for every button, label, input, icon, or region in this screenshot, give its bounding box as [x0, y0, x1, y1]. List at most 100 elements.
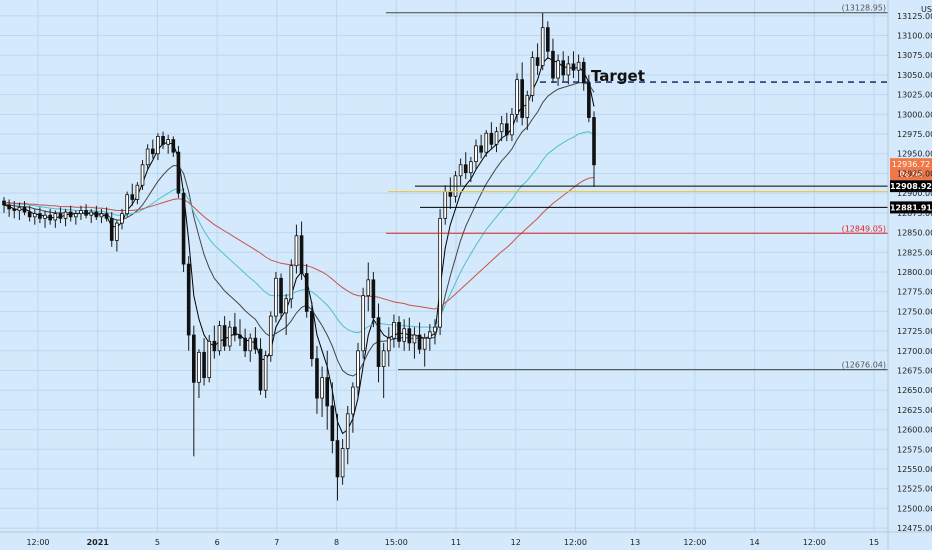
- candle-body: [253, 337, 258, 350]
- candle-body: [443, 191, 448, 219]
- candle-body: [74, 213, 78, 218]
- candle-body: [109, 217, 114, 241]
- y-tick-label: 13125.00: [897, 12, 932, 21]
- candle: [27, 205, 32, 222]
- candle-body: [566, 63, 571, 76]
- candle: [330, 382, 335, 454]
- candle-body: [335, 440, 340, 478]
- level-label: (12849.05): [842, 224, 886, 233]
- candle-body: [284, 298, 288, 314]
- candle: [120, 208, 124, 230]
- candle-body: [474, 145, 478, 163]
- time-axis[interactable]: 12:00 2021 5 6 7 8 15:00 11 12 12:00 13 12:00 14 12:0…: [0, 531, 932, 547]
- candle: [361, 287, 365, 359]
- candle-body: [515, 79, 519, 115]
- candle-body: [140, 164, 145, 186]
- candle-body: [371, 279, 376, 319]
- candle: [130, 183, 135, 206]
- candle: [381, 342, 386, 399]
- candle: [94, 205, 99, 220]
- candle-body: [540, 27, 545, 66]
- candle-body: [227, 326, 232, 347]
- price-levels: (13128.95) 12908.92 12881.91 (12849.05) (126…: [386, 4, 932, 371]
- candle-body: [592, 117, 596, 166]
- candle-body: [310, 310, 314, 360]
- candle: [463, 152, 468, 179]
- candle: [356, 342, 360, 399]
- candle-body: [233, 326, 237, 336]
- candle: [161, 131, 165, 150]
- candle-body: [530, 57, 535, 96]
- y-tick-label: 12500.00: [897, 504, 932, 513]
- candle: [433, 319, 437, 345]
- level-label: (13128.95): [842, 4, 886, 13]
- candle-body: [130, 194, 135, 200]
- candle-body: [345, 413, 350, 449]
- candle-body: [433, 326, 437, 333]
- candle: [310, 301, 314, 367]
- y-tick-label: 12775.00: [897, 288, 932, 297]
- last-price-text: 12936.72: [892, 160, 930, 169]
- candle: [592, 111, 596, 187]
- candle-body: [99, 213, 104, 218]
- candle-body: [258, 348, 263, 391]
- price-axis[interactable]: USD 12475.00 12500.00 12525.00 12550.00 1257…: [887, 0, 932, 550]
- candle: [525, 90, 530, 131]
- candle: [304, 264, 309, 318]
- candle-body: [89, 211, 94, 216]
- candle: [202, 338, 206, 386]
- candles: [2, 12, 596, 501]
- x-tick-label: 15: [869, 538, 879, 547]
- candle-body: [525, 95, 530, 118]
- candle: [422, 333, 427, 367]
- candle-body: [12, 208, 17, 211]
- candle-body: [571, 63, 576, 71]
- candle: [248, 333, 253, 362]
- level-price-tag: [890, 180, 932, 193]
- candle: [192, 325, 196, 457]
- candle-body: [484, 132, 489, 153]
- candle: [99, 208, 104, 224]
- grid: [0, 0, 888, 532]
- candle-body: [263, 355, 268, 391]
- candle-body: [43, 214, 47, 219]
- candle-body: [366, 279, 371, 297]
- x-tick-label: 12:00: [803, 538, 826, 547]
- candle: [499, 115, 504, 142]
- candle: [274, 271, 278, 323]
- candle: [222, 316, 227, 351]
- candle: [53, 210, 58, 228]
- x-tick-label: 14: [749, 538, 759, 547]
- y-tick-label: 12925.00: [897, 169, 932, 178]
- candle: [181, 188, 186, 272]
- level-price-tag: [890, 201, 932, 214]
- candle-body: [268, 315, 273, 356]
- candle-body: [510, 113, 514, 136]
- x-tick-label: 12:00: [26, 538, 49, 547]
- candle: [494, 126, 499, 153]
- candle-body: [243, 337, 247, 352]
- candle-body: [68, 211, 73, 218]
- y-tick-label: 12475.00: [897, 524, 932, 533]
- candle-body: [330, 405, 335, 442]
- candle: [2, 197, 6, 213]
- y-tick-label: 12625.00: [897, 406, 932, 415]
- candle: [38, 207, 42, 224]
- candle: [22, 201, 27, 216]
- y-tick-label: 12975.00: [897, 130, 932, 139]
- candle-body: [22, 206, 27, 213]
- candle: [7, 199, 11, 217]
- candle-body: [351, 386, 355, 415]
- candle-body: [2, 200, 6, 206]
- candle-body: [340, 448, 345, 478]
- candle: [520, 62, 524, 126]
- candle: [448, 177, 453, 209]
- candle: [156, 133, 160, 161]
- candle: [386, 327, 391, 367]
- candle-body: [479, 145, 483, 153]
- candle: [484, 130, 489, 157]
- candle-body: [576, 61, 581, 71]
- candle: [392, 314, 396, 348]
